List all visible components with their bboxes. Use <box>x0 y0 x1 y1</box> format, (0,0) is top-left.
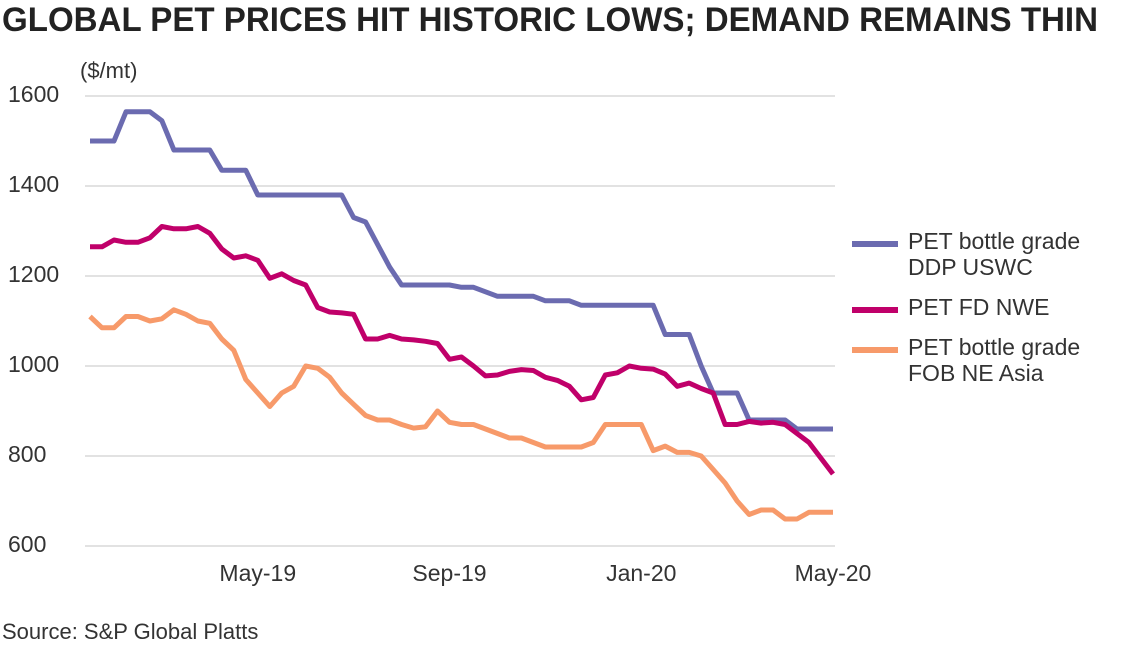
legend-swatch <box>852 347 898 353</box>
legend: PET bottle grade DDP USWC PET FD NWE PET b… <box>852 228 1122 400</box>
legend-label: PET bottle grade DDP USWC <box>908 228 1081 280</box>
chart-title: GLOBAL PET PRICES HIT HISTORIC LOWS; DEM… <box>2 1 1098 39</box>
y-tick-label: 1200 <box>8 261 59 287</box>
x-tick-label: Sep-19 <box>412 560 486 586</box>
y-axis-label: ($/mt) <box>80 58 137 83</box>
x-tick-label: Jan-20 <box>606 560 676 586</box>
legend-item: PET FD NWE <box>852 294 1122 320</box>
legend-swatch <box>852 241 898 247</box>
legend-label: PET bottle grade FOB NE Asia <box>908 334 1081 386</box>
series-line <box>90 109 833 432</box>
x-tick-label: May-20 <box>795 560 872 586</box>
series-line <box>88 307 833 522</box>
source: Source: S&P Global Platts <box>2 619 258 644</box>
series-line <box>90 224 835 476</box>
legend-item: PET bottle grade DDP USWC <box>852 228 1122 280</box>
y-tick-label: 600 <box>8 531 46 557</box>
y-tick-label: 800 <box>8 441 46 467</box>
legend-swatch <box>852 307 898 313</box>
legend-label: PET FD NWE <box>908 294 1050 320</box>
y-tick-label: 1000 <box>8 351 59 377</box>
y-tick-label: 1400 <box>8 171 59 197</box>
legend-item: PET bottle grade FOB NE Asia <box>852 334 1122 386</box>
y-tick-label: 1600 <box>8 81 59 107</box>
x-tick-label: May-19 <box>219 560 296 586</box>
